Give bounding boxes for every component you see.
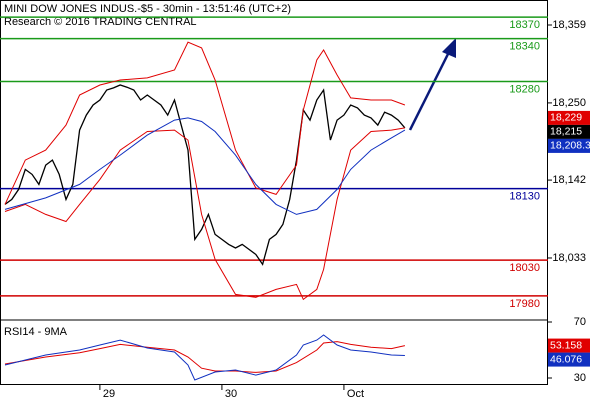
x-tick-label: 29 bbox=[103, 388, 115, 400]
last-value-label: 53.158 bbox=[550, 339, 582, 351]
level-label: 18130 bbox=[509, 191, 540, 203]
plot-frame bbox=[0, 0, 548, 385]
y-tick-label: 18,359 bbox=[552, 19, 586, 31]
chart-title: MINI DOW JONES INDUS.-$5 - 30min - 13:51… bbox=[4, 3, 291, 15]
y-tick-label: 18,142 bbox=[552, 174, 586, 186]
x-tick-label: Oct bbox=[347, 388, 364, 400]
level-label: 18280 bbox=[509, 83, 540, 95]
last-value-label: 18,215 bbox=[550, 126, 582, 138]
last-value-box bbox=[548, 110, 590, 125]
y-tick-label: 18,250 bbox=[552, 97, 586, 109]
last-value-label: 18,229 bbox=[550, 112, 582, 124]
x-tick-label: 30 bbox=[225, 388, 237, 400]
y-tick-label: 70 bbox=[574, 316, 586, 328]
last-value-box bbox=[548, 138, 590, 153]
last-value-label: 46.076 bbox=[550, 353, 582, 365]
level-label: 18370 bbox=[509, 19, 540, 31]
last-value-box bbox=[548, 352, 590, 367]
last-value-label: 18,208.3 bbox=[550, 140, 590, 152]
series-line bbox=[4, 84, 406, 266]
series-line bbox=[4, 334, 405, 381]
series-line bbox=[4, 117, 406, 215]
y-tick-label: 18,033 bbox=[552, 252, 586, 264]
series-line bbox=[4, 341, 406, 373]
trend-arrow bbox=[408, 38, 456, 131]
rsi-title: RSI14 - 9MA bbox=[4, 326, 68, 338]
series-line bbox=[4, 127, 405, 301]
level-label: 17980 bbox=[509, 298, 540, 310]
level-label: 18030 bbox=[509, 262, 540, 274]
series-line bbox=[4, 41, 406, 205]
level-label: 18340 bbox=[509, 40, 540, 52]
chart-subtitle: Research © 2016 TRADING CENTRAL bbox=[4, 16, 197, 28]
y-tick-label: 30 bbox=[574, 372, 586, 384]
last-value-box bbox=[548, 338, 590, 353]
last-value-box bbox=[548, 124, 590, 139]
